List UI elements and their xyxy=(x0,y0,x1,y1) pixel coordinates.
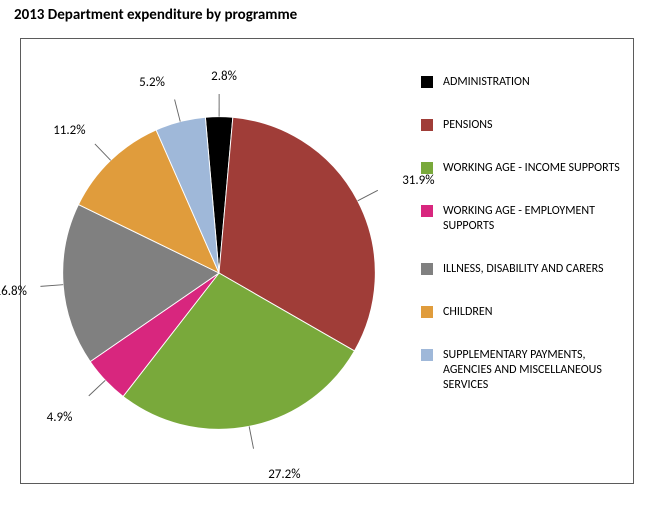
legend-swatch xyxy=(421,76,433,88)
legend-item: ADMINISTRATION xyxy=(421,75,621,90)
legend-swatch xyxy=(421,349,433,361)
slice-label: 4.9% xyxy=(47,410,73,425)
slice-label: 2.8% xyxy=(211,69,237,84)
legend-swatch xyxy=(421,162,433,174)
legend-swatch xyxy=(421,263,433,275)
legend-label: WORKING AGE - INCOME SUPPORTS xyxy=(443,161,621,176)
legend-label: WORKING AGE - EMPLOYMENT SUPPORTS xyxy=(443,204,621,234)
slice-label: 16.8% xyxy=(0,284,27,299)
leader-line xyxy=(175,100,181,122)
leader-line xyxy=(249,426,253,448)
legend-swatch xyxy=(421,119,433,131)
pie-chart: 2.8%31.9%27.2%4.9%16.8%11.2%5.2% xyxy=(39,73,399,473)
leader-line xyxy=(358,190,378,200)
chart-frame: 2.8%31.9%27.2%4.9%16.8%11.2%5.2% ADMINIS… xyxy=(20,38,634,484)
legend-swatch xyxy=(421,205,433,217)
legend-label: CHILDREN xyxy=(443,305,621,320)
leader-line xyxy=(95,144,111,160)
legend-label: ADMINISTRATION xyxy=(443,75,621,90)
legend-item: WORKING AGE - INCOME SUPPORTS xyxy=(421,161,621,176)
legend-label: PENSIONS xyxy=(443,118,621,133)
leader-line xyxy=(40,285,63,287)
legend-item: WORKING AGE - EMPLOYMENT SUPPORTS xyxy=(421,204,621,234)
page: 2013 Department expenditure by programme… xyxy=(0,0,650,511)
legend-item: ILLNESS, DISABILITY AND CARERS xyxy=(421,262,621,277)
legend-label: SUPPLEMENTARY PAYMENTS, AGENCIES AND MIS… xyxy=(443,348,621,393)
slice-label: 11.2% xyxy=(53,123,85,138)
leader-line xyxy=(89,380,106,396)
slice-label: 27.2% xyxy=(268,467,300,482)
legend-item: SUPPLEMENTARY PAYMENTS, AGENCIES AND MIS… xyxy=(421,348,621,393)
legend-item: CHILDREN xyxy=(421,305,621,320)
slice-label: 5.2% xyxy=(139,75,165,90)
legend-item: PENSIONS xyxy=(421,118,621,133)
page-title: 2013 Department expenditure by programme xyxy=(14,6,297,24)
legend: ADMINISTRATION PENSIONS WORKING AGE - INCO… xyxy=(421,75,621,393)
legend-swatch xyxy=(421,306,433,318)
legend-label: ILLNESS, DISABILITY AND CARERS xyxy=(443,262,621,277)
